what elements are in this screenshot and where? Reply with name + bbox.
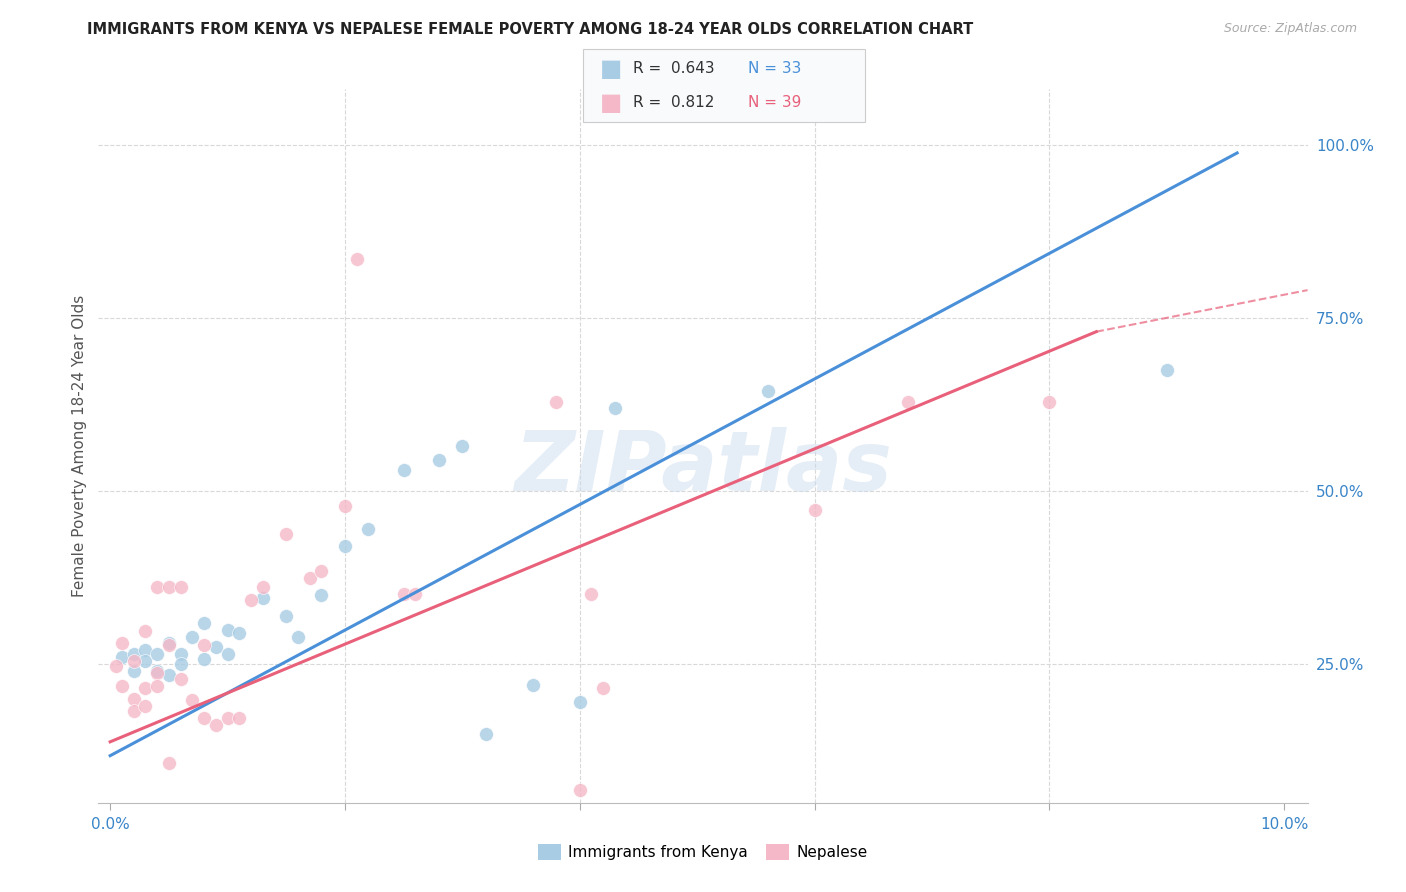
Point: [193, 638, 215, 652]
Point: [181, 693, 204, 707]
Text: ■: ■: [600, 57, 623, 80]
Point: [311, 564, 333, 578]
Text: N = 39: N = 39: [748, 95, 801, 110]
Point: [157, 636, 180, 650]
Point: [134, 624, 156, 638]
Point: [204, 640, 226, 654]
Point: [228, 711, 250, 725]
Point: [157, 638, 180, 652]
Text: R =  0.643: R = 0.643: [633, 62, 714, 76]
Point: [157, 580, 180, 594]
Point: [522, 678, 544, 692]
Point: [475, 726, 498, 740]
Point: [568, 783, 591, 797]
Point: [228, 626, 250, 640]
Text: ■: ■: [600, 91, 623, 114]
Point: [240, 593, 263, 607]
Point: [581, 586, 603, 600]
Point: [252, 580, 274, 594]
Point: [276, 527, 298, 541]
Point: [252, 591, 274, 606]
Point: [392, 586, 415, 600]
Text: IMMIGRANTS FROM KENYA VS NEPALESE FEMALE POVERTY AMONG 18-24 YEAR OLDS CORRELATI: IMMIGRANTS FROM KENYA VS NEPALESE FEMALE…: [87, 22, 973, 37]
Point: [134, 643, 156, 657]
Point: [404, 586, 426, 600]
Point: [204, 718, 226, 732]
Point: [333, 540, 356, 554]
Text: R =  0.812: R = 0.812: [633, 95, 714, 110]
Point: [111, 680, 134, 694]
Point: [193, 711, 215, 725]
Y-axis label: Female Poverty Among 18-24 Year Olds: Female Poverty Among 18-24 Year Olds: [72, 295, 87, 597]
Point: [357, 522, 380, 536]
Point: [346, 252, 368, 266]
Point: [392, 463, 415, 477]
Point: [1038, 395, 1060, 409]
Point: [169, 580, 191, 594]
Point: [803, 503, 825, 517]
Point: [157, 756, 180, 770]
Point: [287, 630, 309, 644]
Point: [603, 401, 626, 415]
Point: [134, 698, 156, 713]
Point: [146, 664, 169, 678]
Point: [146, 580, 169, 594]
Point: [146, 680, 169, 694]
Point: [105, 658, 128, 673]
Point: [897, 395, 920, 409]
Point: [122, 704, 145, 718]
Point: [122, 647, 145, 661]
Point: [169, 673, 191, 687]
Point: [333, 500, 356, 514]
Point: [111, 636, 134, 650]
Point: [217, 623, 239, 637]
Point: [311, 588, 333, 602]
Point: [568, 695, 591, 709]
Text: N = 33: N = 33: [748, 62, 801, 76]
Point: [146, 665, 169, 680]
Point: [217, 647, 239, 661]
Legend: Immigrants from Kenya, Nepalese: Immigrants from Kenya, Nepalese: [531, 838, 875, 866]
Point: [193, 651, 215, 665]
Point: [276, 608, 298, 623]
Point: [217, 711, 239, 725]
Point: [181, 630, 204, 644]
Point: [122, 654, 145, 668]
Text: ZIPatlas: ZIPatlas: [515, 427, 891, 508]
Point: [157, 667, 180, 681]
Point: [122, 691, 145, 706]
Text: Source: ZipAtlas.com: Source: ZipAtlas.com: [1223, 22, 1357, 36]
Point: [451, 439, 474, 453]
Point: [169, 647, 191, 661]
Point: [122, 664, 145, 678]
Point: [146, 647, 169, 661]
Point: [193, 615, 215, 630]
Point: [592, 681, 614, 696]
Point: [134, 654, 156, 668]
Point: [169, 657, 191, 672]
Point: [756, 384, 779, 398]
Point: [1156, 363, 1178, 377]
Point: [427, 453, 450, 467]
Point: [134, 681, 156, 696]
Point: [111, 650, 134, 665]
Point: [298, 571, 321, 585]
Point: [546, 395, 568, 409]
